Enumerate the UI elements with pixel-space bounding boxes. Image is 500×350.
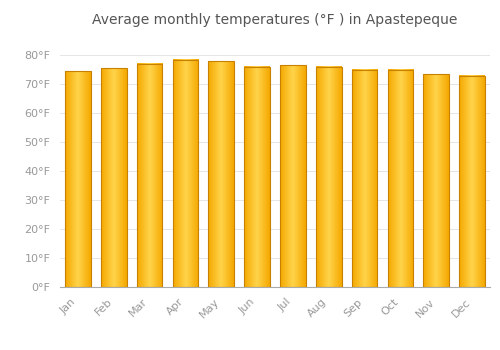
Bar: [65, 71, 91, 287]
Bar: [424, 74, 449, 287]
Bar: [352, 70, 378, 287]
Bar: [388, 70, 413, 287]
Bar: [244, 67, 270, 287]
Bar: [459, 76, 485, 287]
Bar: [280, 65, 306, 287]
Bar: [136, 64, 162, 287]
Bar: [316, 67, 342, 287]
Title: Average monthly temperatures (°F ) in Apastepeque: Average monthly temperatures (°F ) in Ap…: [92, 13, 458, 27]
Bar: [172, 60, 199, 287]
Bar: [101, 68, 126, 287]
Bar: [208, 61, 234, 287]
